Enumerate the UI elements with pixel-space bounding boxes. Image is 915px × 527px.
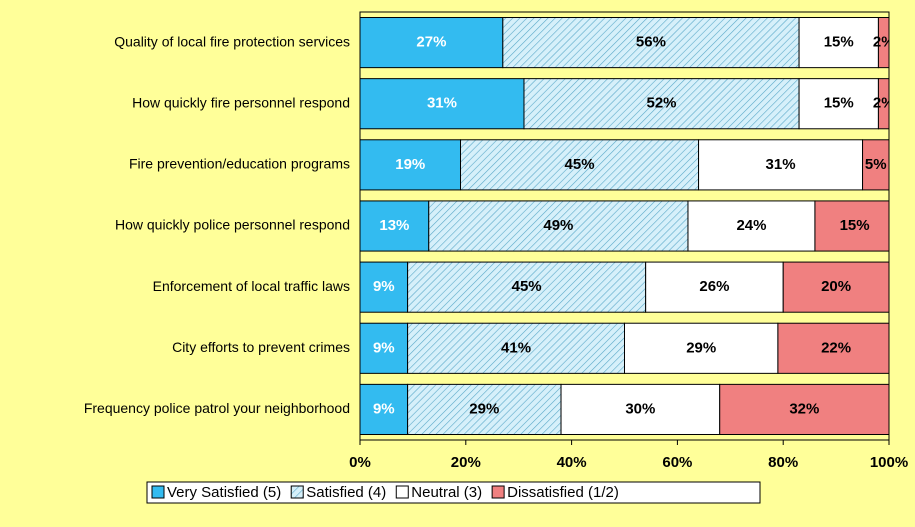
value-label: 22%	[821, 339, 851, 356]
value-label: 13%	[379, 217, 409, 234]
value-label: 19%	[395, 156, 425, 173]
category-label: Quality of local fire protection service…	[114, 33, 350, 49]
bar-segment	[798, 17, 879, 69]
x-tick-label: 20%	[451, 454, 481, 471]
x-tick-label: 80%	[768, 454, 798, 471]
value-label: 2%	[873, 95, 895, 112]
bar-segment	[360, 200, 430, 252]
bar-segment	[698, 139, 864, 191]
value-label: 2%	[873, 34, 895, 51]
value-label: 24%	[736, 217, 766, 234]
plot-frame	[359, 11, 890, 441]
value-label: 30%	[625, 400, 655, 417]
value-label: 31%	[766, 156, 796, 173]
bar-segment	[502, 17, 800, 69]
bar-segment	[360, 261, 409, 313]
value-label: 26%	[699, 278, 729, 295]
value-label: 52%	[647, 95, 677, 112]
value-label: 41%	[501, 339, 531, 356]
x-tick-label: 0%	[349, 454, 371, 471]
bar-segment	[777, 322, 889, 374]
bar-segment	[645, 261, 784, 313]
value-label: 29%	[469, 400, 499, 417]
value-label: 56%	[636, 34, 666, 51]
category-label: City efforts to prevent crimes	[172, 339, 350, 355]
value-label: 31%	[427, 95, 457, 112]
bar-segment	[428, 200, 689, 252]
legend-label: Very Satisfied (5)	[167, 484, 281, 501]
bar-segment	[360, 322, 409, 374]
x-tick-label: 60%	[662, 454, 692, 471]
legend-swatch	[395, 485, 409, 499]
legend-label: Dissatisfied (1/2)	[507, 484, 619, 501]
bar-segment	[407, 322, 625, 374]
category-label: Enforcement of local traffic laws	[153, 278, 350, 294]
bar-segment	[360, 17, 504, 69]
bar-segment	[624, 322, 779, 374]
bar-segment	[460, 139, 700, 191]
plot-area: 27% 56% 15% 2% 31% 52% 15% 2% 19% 45% 31% 5% 13% 49% 2…	[360, 17, 895, 435]
legend-swatch	[290, 485, 304, 499]
bar-segment	[407, 261, 647, 313]
bar-segment	[360, 139, 462, 191]
bar-segment	[814, 200, 889, 252]
x-tick-label: 40%	[557, 454, 587, 471]
value-label: 20%	[821, 278, 851, 295]
bar-segment	[687, 200, 816, 252]
value-label: 9%	[373, 339, 395, 356]
value-label: 27%	[416, 34, 446, 51]
legend-swatch	[491, 485, 505, 499]
legend-swatch	[151, 485, 165, 499]
value-label: 9%	[373, 400, 395, 417]
category-label: Fire prevention/education programs	[129, 156, 350, 172]
legend-label: Satisfied (4)	[306, 484, 386, 501]
value-label: 5%	[865, 156, 887, 173]
value-label: 15%	[840, 217, 870, 234]
bar-segment	[360, 383, 409, 435]
value-label: 29%	[686, 339, 716, 356]
value-label: 15%	[824, 34, 854, 51]
category-label: How quickly fire personnel respond	[132, 94, 350, 110]
value-label: 45%	[565, 156, 595, 173]
value-label: 32%	[789, 400, 819, 417]
legend-label: Neutral (3)	[411, 484, 482, 501]
bar-segment	[560, 383, 721, 435]
x-tick-label: 100%	[870, 454, 908, 471]
category-label: How quickly police personnel respond	[115, 217, 350, 233]
bar-segment	[798, 78, 879, 130]
bar-segment	[782, 261, 889, 313]
value-label: 49%	[543, 217, 573, 234]
value-label: 9%	[373, 278, 395, 295]
value-label: 15%	[824, 95, 854, 112]
category-label: Frequency police patrol your neighborhoo…	[84, 400, 350, 416]
value-label: 45%	[512, 278, 542, 295]
